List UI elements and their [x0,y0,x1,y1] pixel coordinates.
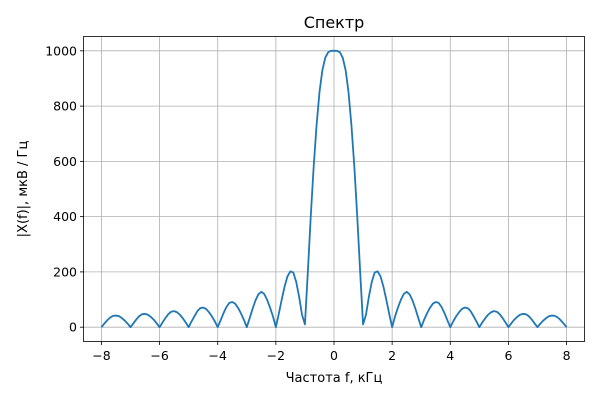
x-tick-label: 2 [388,348,396,363]
ticks: −8 −6 −4 −2 0 2 4 6 8 0 200 400 600 800 1000 [45,43,570,363]
y-tick-label: 0 [69,320,77,335]
x-tick-label: −8 [92,348,110,363]
x-tick-label: 8 [563,348,571,363]
y-tick-label: 1000 [45,43,77,58]
chart-title: Спектр [304,13,365,32]
x-tick-label: −4 [209,348,227,363]
x-tick-label: −2 [267,348,285,363]
x-tick-label: −6 [150,348,168,363]
y-tick-label: 400 [53,209,77,224]
x-tick-label: 4 [446,348,454,363]
series-line-0 [100,49,568,329]
x-tick-label: 6 [504,348,512,363]
y-tick-label: 800 [53,99,77,114]
y-tick-label: 200 [53,264,77,279]
series-layer [100,49,568,329]
grid [84,37,584,341]
x-tick-label: 0 [330,348,338,363]
x-axis-label: Частота f, кГц [286,371,383,386]
y-tick-label: 600 [53,154,77,169]
y-axis-label: |X(f)|, мкВ / Гц [16,141,31,238]
